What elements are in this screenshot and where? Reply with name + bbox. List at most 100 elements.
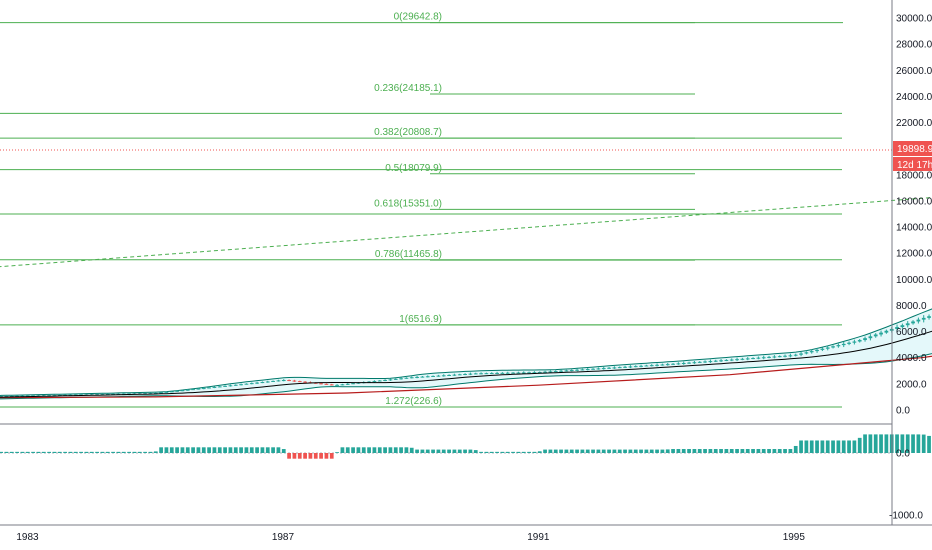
candle-body <box>196 388 201 390</box>
candle-body <box>111 393 115 395</box>
histogram-bar <box>724 449 729 453</box>
histogram-bar <box>580 449 585 453</box>
candle-body <box>404 377 409 379</box>
histogram-bar <box>404 447 409 453</box>
time-tick-label: 1991 <box>527 532 550 543</box>
histogram-bar <box>623 449 627 453</box>
fib-level-label: 1.272(226.6) <box>385 396 442 407</box>
histogram-bar <box>596 449 601 453</box>
fib-level-label: 0(29642.8) <box>394 12 442 23</box>
histogram-bar <box>223 447 227 453</box>
candle-body <box>671 363 675 365</box>
histogram-bar <box>169 447 174 453</box>
histogram-bar <box>73 451 78 453</box>
main-price-panel[interactable]: 0(29642.8) 0.236(24185.1) 0.382(20808.7) 0.… <box>0 8 932 408</box>
histogram-bar <box>484 451 489 453</box>
histogram-bar <box>335 452 339 453</box>
histogram-bar <box>671 449 675 453</box>
candle-body <box>505 372 510 374</box>
fib-level-label: 0.5(18079.9) <box>385 163 442 174</box>
histogram-bar <box>95 451 99 453</box>
candle-body <box>729 359 734 361</box>
histogram-bar <box>20 451 25 453</box>
candle-body <box>239 384 243 386</box>
candle-body <box>879 332 883 335</box>
trendlines[interactable] <box>0 21 932 327</box>
histogram-bar <box>681 449 686 453</box>
candle-body <box>356 382 361 384</box>
fibonacci-retracement[interactable]: 0(29642.8) 0.236(24185.1) 0.382(20808.7) 0.… <box>0 12 843 408</box>
candle-body <box>463 373 467 375</box>
price-tick-label: 6000.0 <box>896 327 927 338</box>
candle-body <box>47 395 51 397</box>
histogram-bar <box>633 449 638 453</box>
histogram-bar <box>388 447 393 453</box>
histogram-bar <box>452 449 457 453</box>
candle-body <box>420 376 425 378</box>
histogram-bar <box>4 451 9 453</box>
histogram-bar <box>852 440 857 453</box>
candle-body <box>223 385 227 387</box>
candle-body <box>287 380 291 382</box>
candle-body <box>900 325 905 328</box>
histogram-bar <box>196 447 201 453</box>
countdown-tag: 12d 17h <box>893 157 932 171</box>
histogram-bar <box>281 449 286 453</box>
histogram-bar <box>804 440 809 453</box>
candle-body <box>783 355 787 357</box>
countdown-label: 12d 17h <box>897 160 932 171</box>
histogram-bar <box>201 447 206 453</box>
candle-body <box>804 352 809 354</box>
histogram-bar <box>884 434 889 453</box>
candle-body <box>847 342 851 344</box>
histogram-bar <box>292 453 297 459</box>
candle-body <box>303 381 307 383</box>
histogram-bar <box>441 449 446 453</box>
fib-level-label: 0.382(20808.7) <box>374 127 442 138</box>
candle-body <box>825 347 830 349</box>
candle-body <box>612 367 617 369</box>
histogram-bar <box>63 451 67 453</box>
histogram-bar <box>68 451 73 453</box>
price-tick-label: 4000.0 <box>896 353 927 364</box>
sma-200-line <box>0 355 932 399</box>
price-tick-label: 16000.0 <box>896 196 932 207</box>
histogram-bar <box>228 447 233 453</box>
indicator-tick-label: -1000.0 <box>889 511 923 522</box>
candle-body <box>425 376 430 378</box>
histogram-bar <box>601 449 606 453</box>
histogram-bar <box>31 451 35 453</box>
candle-body <box>207 387 211 389</box>
histogram-bar <box>591 449 595 453</box>
candle-body <box>105 393 110 395</box>
time-axis[interactable]: 1983198719911995199920032007201120152019… <box>16 532 932 543</box>
histogram-bar <box>239 447 243 453</box>
histogram-bar <box>324 453 329 459</box>
histogram-bar <box>617 449 622 453</box>
candle-body <box>788 355 793 357</box>
candle-body <box>388 379 393 381</box>
histogram-bar <box>0 451 3 453</box>
candle-body <box>468 373 473 375</box>
candle-body <box>559 370 563 372</box>
histogram-bar <box>361 447 366 453</box>
histogram-bar <box>383 447 387 453</box>
fib-level-label: 0.618(15351.0) <box>374 198 442 209</box>
candle-body <box>452 374 457 376</box>
candle-body <box>692 362 697 364</box>
candle-body <box>516 372 521 374</box>
candle-body <box>639 365 643 367</box>
candle-body <box>548 371 553 373</box>
histogram-bar <box>905 434 910 453</box>
histogram-bar <box>836 440 841 453</box>
candle-body <box>169 391 174 393</box>
indicator-axis[interactable]: 0.0 -1000.0 <box>889 449 923 522</box>
candle-body <box>841 343 846 346</box>
histogram-bar <box>340 447 345 453</box>
histogram-bar <box>559 449 563 453</box>
histogram-bar <box>879 434 883 453</box>
histogram-bar <box>148 451 153 453</box>
candle-body <box>212 386 217 388</box>
